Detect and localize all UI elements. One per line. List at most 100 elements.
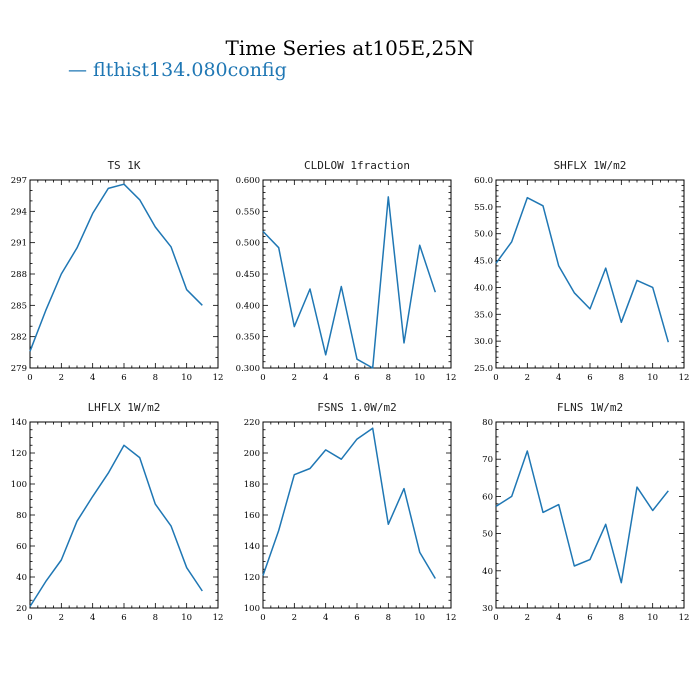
series-line <box>262 196 437 369</box>
panel-title: FSNS 1.0W/m2 <box>317 401 396 414</box>
x-tick-label: 8 <box>153 613 158 623</box>
series-line <box>262 427 436 579</box>
figure-title: Time Series at105E,25N <box>226 36 475 60</box>
x-tick-label: 4 <box>556 613 561 623</box>
x-tick-label: 12 <box>679 373 690 383</box>
x-tick-label: 10 <box>181 613 192 623</box>
y-tick-label: 80 <box>482 418 493 428</box>
x-tick-label: 12 <box>446 373 457 383</box>
y-tick-label: 120 <box>244 573 260 583</box>
panel-title: LHFLX 1W/m2 <box>88 401 161 414</box>
x-tick-label: 2 <box>59 613 64 623</box>
x-tick-label: 8 <box>619 373 624 383</box>
panel-6: FLNS 1W/m2 0 2 4 6 8 10 12 30 40 50 60 70 80 <box>482 401 689 623</box>
y-tick-label: 0.500 <box>236 239 260 249</box>
y-tick-label: 80 <box>16 511 27 521</box>
y-tick-label: 0.600 <box>236 176 260 186</box>
x-tick-label: 0 <box>27 373 32 383</box>
x-tick-label: 8 <box>386 613 391 623</box>
y-tick-label: 50 <box>482 530 493 540</box>
y-tick-label: 282 <box>11 333 27 343</box>
panel-2: CLDLOW 1fraction 0 2 4 6 8 10 12 0.300 0.350 0.400… <box>236 159 457 383</box>
x-tick-label: 0 <box>493 373 498 383</box>
y-tick-label: 279 <box>11 364 27 374</box>
x-tick-label: 4 <box>323 373 328 383</box>
x-tick-label: 12 <box>213 373 224 383</box>
y-tick-label: 40 <box>16 573 27 583</box>
x-tick-label: 4 <box>90 613 95 623</box>
x-tick-label: 6 <box>354 613 359 623</box>
y-tick-label: 160 <box>244 511 260 521</box>
x-tick-label: 10 <box>181 373 192 383</box>
x-tick-label: 6 <box>121 613 126 623</box>
series-line <box>29 444 203 607</box>
y-tick-label: 294 <box>11 207 27 217</box>
y-tick-label: 30 <box>482 604 493 614</box>
panel-3: SHFLX 1W/m2 0 2 4 6 8 10 12 25.0 30.0 35.0 40.0 45.0… <box>474 159 689 383</box>
x-tick-label: 12 <box>679 613 690 623</box>
y-tick-label: 0.450 <box>236 270 260 280</box>
x-tick-label: 8 <box>386 373 391 383</box>
panels: TS 1K0 2 4 6 8 10 12279282285288291294297CLDLO… <box>11 159 690 623</box>
y-tick-label: 35.0 <box>474 310 493 320</box>
x-tick-label: 10 <box>414 373 425 383</box>
y-tick-label: 100 <box>244 604 260 614</box>
panel-title: SHFLX 1W/m2 <box>554 159 627 172</box>
y-tick-label: 120 <box>11 449 27 459</box>
y-tick-label: 0.400 <box>236 301 260 311</box>
x-tick-label: 10 <box>647 373 658 383</box>
x-tick-label: 4 <box>90 373 95 383</box>
x-tick-label: 6 <box>354 373 359 383</box>
y-tick-label: 40 <box>482 567 493 577</box>
x-tick-label: 2 <box>292 613 297 623</box>
x-tick-label: 2 <box>525 613 530 623</box>
y-tick-label: 291 <box>11 239 27 249</box>
y-tick-label: 0.350 <box>236 333 260 343</box>
y-tick-label: 220 <box>244 418 260 428</box>
x-tick-label: 0 <box>27 613 32 623</box>
y-tick-label: 70 <box>482 455 493 465</box>
x-tick-label: 6 <box>587 373 592 383</box>
y-tick-label: 200 <box>244 449 260 459</box>
y-tick-label: 0.550 <box>236 207 260 217</box>
x-tick-label: 4 <box>323 613 328 623</box>
y-tick-label: 30.0 <box>474 337 493 347</box>
plot-frame <box>262 421 452 609</box>
y-tick-label: 288 <box>11 270 27 280</box>
y-tick-label: 60.0 <box>474 176 493 186</box>
y-tick-label: 25.0 <box>474 364 493 374</box>
y-tick-label: 180 <box>244 480 260 490</box>
plot-frame <box>495 421 685 609</box>
x-tick-label: 2 <box>525 373 530 383</box>
y-tick-label: 45.0 <box>474 257 493 267</box>
legend-entry: — flthist134.080config <box>68 59 287 81</box>
y-tick-label: 20 <box>16 604 27 614</box>
plot-frame <box>29 179 219 369</box>
series-line <box>495 196 670 343</box>
x-tick-label: 8 <box>619 613 624 623</box>
y-tick-label: 60 <box>482 492 493 502</box>
panel-1: TS 1K 0 2 4 6 8 10 12 279 282 285 288 291 294 297 <box>11 159 224 383</box>
x-tick-label: 12 <box>213 613 224 623</box>
y-tick-label: 297 <box>11 176 27 186</box>
x-tick-label: 2 <box>292 373 297 383</box>
plot-frame <box>29 421 219 609</box>
y-tick-label: 0.300 <box>236 364 260 374</box>
panel-5: FSNS 1.0W/m2 0 2 4 6 8 10 12 100 120 140 160 180 200 2… <box>244 401 457 623</box>
panel-title: FLNS 1W/m2 <box>557 401 623 414</box>
x-tick-label: 10 <box>414 613 425 623</box>
y-tick-label: 50.0 <box>474 230 493 240</box>
y-tick-label: 140 <box>244 542 260 552</box>
x-tick-label: 0 <box>260 613 265 623</box>
x-tick-label: 12 <box>446 613 457 623</box>
series-line <box>495 450 669 584</box>
y-tick-label: 40.0 <box>474 283 493 293</box>
x-tick-label: 2 <box>59 373 64 383</box>
y-tick-label: 140 <box>11 418 27 428</box>
series-line <box>29 183 203 352</box>
y-tick-label: 55.0 <box>474 203 493 213</box>
x-tick-label: 10 <box>647 613 658 623</box>
panel-4: LHFLX 1W/m2 0 2 4 6 8 10 12 20 40 60 80 100 120 140 <box>11 401 224 623</box>
plot-frame <box>262 179 452 369</box>
